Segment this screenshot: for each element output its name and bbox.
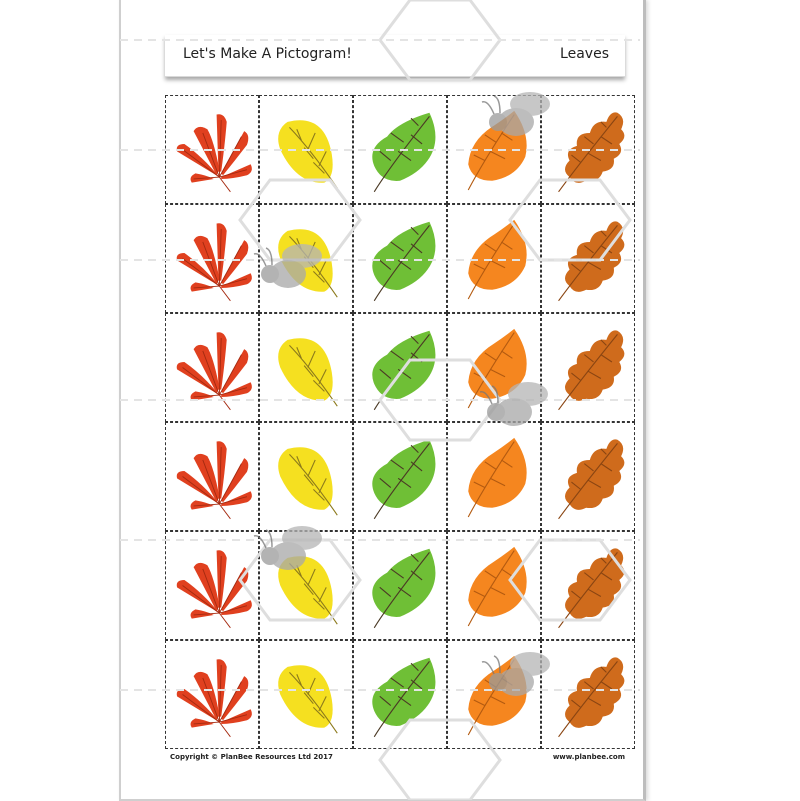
horse-chestnut-leaf-icon bbox=[176, 114, 252, 193]
green-leaf-icon bbox=[372, 439, 436, 520]
horse-chestnut-leaf-icon bbox=[176, 550, 252, 629]
leaf-cutout-grid bbox=[165, 95, 635, 749]
leaf-card bbox=[447, 531, 541, 640]
green-leaf-icon bbox=[372, 657, 436, 738]
oak-leaf-icon bbox=[558, 330, 625, 411]
leaf-card bbox=[259, 95, 353, 204]
leaf-card bbox=[541, 640, 635, 749]
leaf-card bbox=[165, 531, 259, 640]
oak-leaf-icon bbox=[558, 548, 625, 629]
leaf-card bbox=[165, 204, 259, 313]
green-leaf-icon bbox=[372, 112, 436, 193]
bee-watermark-icon bbox=[479, 382, 548, 426]
green-leaf-icon bbox=[372, 221, 436, 302]
green-leaf-icon bbox=[372, 330, 436, 411]
yellow-leaf-icon bbox=[278, 338, 338, 407]
yellow-leaf-icon bbox=[278, 665, 338, 734]
yellow-leaf-icon bbox=[278, 447, 338, 516]
horse-chestnut-leaf-icon bbox=[176, 441, 252, 520]
horse-chestnut-leaf-icon bbox=[176, 223, 252, 302]
oak-leaf-icon bbox=[558, 439, 625, 520]
leaf-card bbox=[259, 422, 353, 531]
leaf-card bbox=[353, 313, 447, 422]
bee-watermark-icon bbox=[253, 244, 322, 288]
leaf-card bbox=[447, 422, 541, 531]
leaf-card bbox=[353, 204, 447, 313]
leaf-card bbox=[447, 204, 541, 313]
leaf-card bbox=[353, 640, 447, 749]
worksheet-topic: Leaves bbox=[560, 46, 609, 62]
leaf-card bbox=[541, 204, 635, 313]
leaf-card bbox=[165, 95, 259, 204]
horse-chestnut-leaf-icon bbox=[176, 332, 252, 411]
bee-watermark-icon bbox=[481, 92, 550, 136]
leaf-card bbox=[165, 422, 259, 531]
orange-leaf-icon bbox=[467, 219, 527, 300]
worksheet-header: Let's Make A Pictogram! Leaves bbox=[165, 35, 625, 77]
bee-watermark-icon bbox=[481, 652, 550, 696]
leaf-card bbox=[353, 422, 447, 531]
footer-url: www.planbee.com bbox=[552, 753, 625, 761]
orange-leaf-icon bbox=[467, 546, 527, 627]
orange-leaf-icon bbox=[467, 437, 527, 518]
horse-chestnut-leaf-icon bbox=[176, 659, 252, 738]
leaf-card bbox=[259, 313, 353, 422]
leaf-card bbox=[165, 313, 259, 422]
leaf-card bbox=[165, 640, 259, 749]
green-leaf-icon bbox=[372, 548, 436, 629]
oak-leaf-icon bbox=[558, 657, 625, 738]
leaf-card bbox=[259, 640, 353, 749]
footer-copyright: Copyright © PlanBee Resources Ltd 2017 bbox=[170, 753, 333, 761]
oak-leaf-icon bbox=[558, 221, 625, 302]
leaf-card bbox=[353, 531, 447, 640]
worksheet-title: Let's Make A Pictogram! bbox=[183, 46, 352, 62]
yellow-leaf-icon bbox=[278, 120, 338, 189]
leaf-card bbox=[541, 313, 635, 422]
leaf-card bbox=[353, 95, 447, 204]
bee-watermark-icon bbox=[253, 526, 322, 570]
leaf-card bbox=[541, 422, 635, 531]
leaf-card bbox=[541, 531, 635, 640]
